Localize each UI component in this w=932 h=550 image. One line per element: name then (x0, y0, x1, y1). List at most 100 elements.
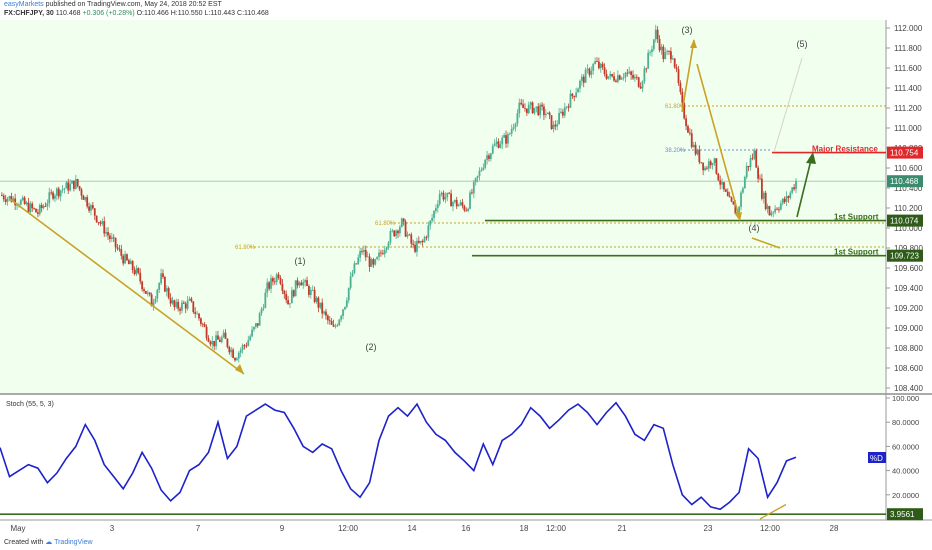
time-tick-label: 21 (618, 524, 627, 533)
price-tag-bg (887, 175, 923, 188)
created-with-text: Created with (4, 539, 44, 546)
candle-body (6, 198, 9, 202)
candle-body (374, 259, 377, 265)
stoch-d-line (0, 401, 797, 511)
price-tick-label: 111.200 (894, 104, 922, 113)
price-tag: 109.723 (890, 252, 919, 261)
candle-body (86, 197, 89, 207)
price-tag: 110.468 (890, 177, 919, 186)
candle-body (143, 289, 145, 291)
fib-label: 38.20% (665, 148, 686, 154)
candle-body (10, 196, 13, 202)
candle-body (452, 202, 454, 207)
candle-body (2, 195, 5, 200)
candle-body (146, 292, 149, 294)
candle-body (548, 112, 551, 116)
candle-body (516, 113, 519, 124)
candle-body (40, 205, 43, 209)
candle-body (628, 71, 631, 74)
price-tick-label: 109.200 (894, 304, 923, 313)
candle-body (507, 134, 509, 144)
candle-body (753, 150, 756, 159)
tradingview-logo-icon: ☁ (45, 539, 53, 546)
candle-body (410, 234, 413, 244)
chart-header: easyMarkets published on TradingView.com… (4, 0, 269, 18)
time-tick-label: 12:00 (546, 524, 567, 533)
candle-body (723, 182, 725, 190)
publisher-name[interactable]: easyMarkets (4, 1, 44, 8)
candle-body (46, 203, 49, 207)
candle-body (618, 75, 621, 80)
candle-body (632, 74, 634, 79)
candle-body (732, 201, 735, 205)
green-projection-line (796, 159, 812, 218)
candle-body (306, 280, 308, 287)
candle-body (158, 283, 161, 290)
candle-body (103, 221, 106, 234)
candle-body (283, 290, 286, 295)
candle-body (539, 104, 542, 116)
candle-body (110, 237, 113, 240)
candle-body (84, 197, 87, 200)
candle-body (569, 93, 572, 108)
candle-body (120, 249, 123, 256)
candle-body (592, 63, 595, 71)
candle-body (641, 81, 644, 89)
candle-body (757, 167, 759, 179)
candle-body (609, 74, 612, 77)
candle-body (42, 206, 45, 209)
candle-body (719, 180, 722, 185)
price-tick-label: 110.000 (894, 224, 923, 233)
candle-body (666, 51, 669, 53)
candle-body (336, 325, 339, 327)
candle-body (137, 268, 140, 273)
candle-body (471, 192, 473, 194)
annotations (9, 39, 803, 375)
candle-body (290, 290, 293, 304)
candle-body (198, 313, 200, 319)
candle-body (154, 298, 157, 303)
candle-body (254, 323, 257, 327)
candle-body (95, 215, 98, 223)
published-text: published on TradingView.com, May 24, 20… (45, 1, 222, 8)
candle-body (169, 297, 172, 304)
candle-body (787, 196, 790, 198)
candle-body (118, 248, 121, 250)
candle-body (321, 302, 324, 314)
candle-body (59, 190, 62, 197)
candle-body (285, 294, 288, 301)
candle-body (266, 282, 269, 293)
candle-body (256, 323, 259, 326)
price-tag-bg (887, 214, 923, 227)
candle-body (586, 68, 589, 70)
candle-body (453, 199, 456, 203)
candle-body (362, 249, 365, 252)
wave3-up-arrow (681, 39, 695, 113)
candle-body (226, 338, 229, 348)
candle-body (634, 76, 636, 79)
candle-body (167, 288, 170, 298)
candle-body (416, 240, 418, 252)
candle-body (230, 349, 233, 353)
candle-body (27, 202, 30, 213)
candle-body (620, 77, 623, 80)
candle-body (414, 244, 416, 252)
candle-body (389, 231, 392, 243)
candle-body (493, 143, 496, 147)
candle-body (232, 349, 235, 358)
candle-body (770, 212, 773, 216)
tradingview-brand[interactable]: TradingView (54, 539, 93, 546)
candle-body (279, 277, 282, 284)
last-price-text: 110.468 (55, 10, 81, 17)
candle-body (25, 202, 28, 205)
major-resistance-label: Major Resistance (812, 145, 878, 154)
candle-body (380, 252, 382, 254)
candle-body (135, 268, 138, 275)
candle-body (671, 58, 674, 60)
candle-body (82, 195, 85, 200)
candle-body (508, 133, 511, 135)
candle-body (258, 313, 261, 326)
stoch-divergence-line (759, 503, 787, 520)
downtrend-arrowhead (235, 364, 244, 374)
